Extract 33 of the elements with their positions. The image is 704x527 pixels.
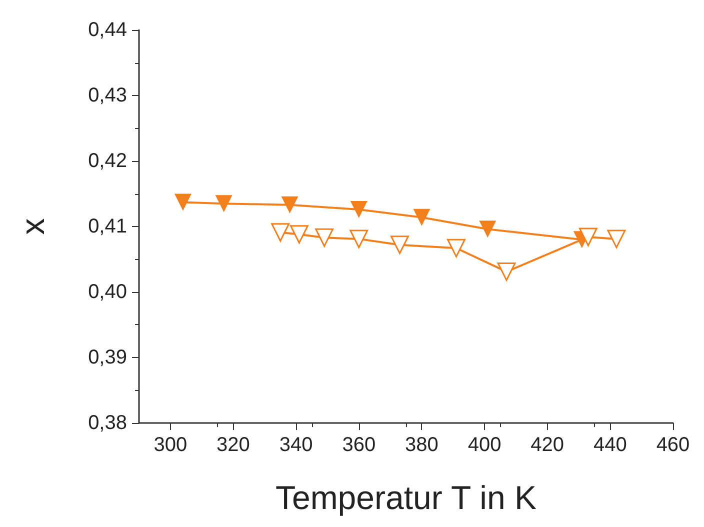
- x-axis-title: Temperatur T in K: [275, 479, 537, 516]
- point: [607, 230, 626, 248]
- x-tick-label: 440: [593, 434, 627, 456]
- x-tick-label: 360: [342, 434, 376, 456]
- x-tick-label: 320: [216, 434, 250, 456]
- y-tick-label: 0,42: [88, 150, 127, 172]
- point: [479, 220, 496, 238]
- x-tick-label: 300: [154, 434, 188, 456]
- x-tick-label: 460: [656, 434, 690, 456]
- x-tick-label: 340: [279, 434, 313, 456]
- x-tick-label: 420: [530, 434, 564, 456]
- point: [290, 225, 308, 244]
- y-tick-label: 0,43: [88, 84, 127, 106]
- point: [390, 236, 409, 254]
- point: [174, 194, 192, 211]
- point: [271, 223, 290, 242]
- y-tick-label: 0,39: [88, 346, 127, 368]
- point: [413, 208, 430, 226]
- point: [315, 228, 334, 247]
- x-tick-label: 380: [405, 434, 438, 456]
- point: [350, 200, 368, 218]
- point: [281, 196, 298, 214]
- point: [350, 230, 368, 248]
- y-tick-label: 0,38: [88, 412, 127, 434]
- x-tick-label: 400: [468, 434, 502, 456]
- y-tick-label: 0,40: [88, 281, 127, 303]
- point: [447, 238, 466, 258]
- point: [578, 228, 598, 246]
- y-tick-label: 0,41: [88, 216, 127, 238]
- y-axis-title: x: [14, 218, 51, 235]
- point: [497, 262, 516, 281]
- point: [215, 195, 232, 212]
- y-tick-label: 0,44: [88, 19, 127, 41]
